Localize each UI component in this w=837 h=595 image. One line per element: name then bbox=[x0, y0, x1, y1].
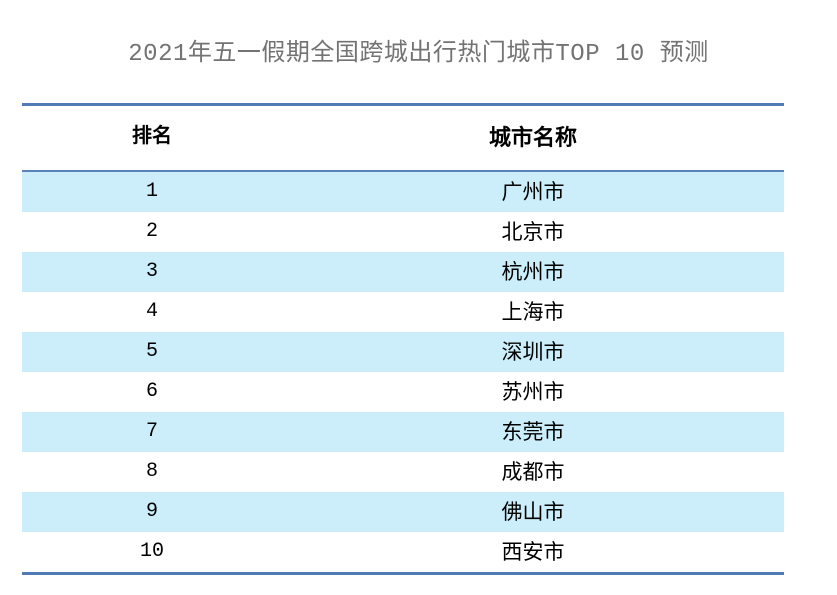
rank-cell: 3 bbox=[145, 260, 158, 283]
table-row: 3 杭州市 bbox=[22, 252, 784, 292]
table-row: 5 深圳市 bbox=[22, 332, 784, 372]
page-title: 2021年五一假期全国跨城出行热门城市TOP 10 预测 bbox=[128, 41, 709, 68]
rank-cell: 5 bbox=[145, 340, 158, 363]
city-cell: 北京市 bbox=[501, 220, 565, 244]
rank-cell: 1 bbox=[145, 180, 158, 203]
table-row: 1 广州市 bbox=[22, 172, 784, 212]
rank-cell: 4 bbox=[145, 300, 158, 323]
city-cell: 广州市 bbox=[501, 180, 565, 204]
top10-cities-table: 排名 城市名称 1 广州市 2 北京市 3 杭州市 4 上海市 5 深圳市 6 … bbox=[22, 103, 784, 575]
rank-cell: 7 bbox=[145, 420, 158, 443]
city-cell: 杭州市 bbox=[501, 260, 565, 284]
table-row: 10 西安市 bbox=[22, 532, 784, 572]
table-row: 8 成都市 bbox=[22, 452, 784, 492]
rank-cell: 8 bbox=[145, 460, 158, 483]
rank-cell: 10 bbox=[139, 540, 164, 563]
rank-cell: 2 bbox=[145, 220, 158, 243]
city-cell: 西安市 bbox=[501, 540, 565, 564]
table-row: 6 苏州市 bbox=[22, 372, 784, 412]
city-cell: 苏州市 bbox=[501, 380, 565, 404]
city-cell: 深圳市 bbox=[501, 340, 565, 364]
city-cell: 上海市 bbox=[501, 300, 565, 324]
table-header-row: 排名 城市名称 bbox=[22, 106, 784, 172]
city-cell: 佛山市 bbox=[501, 500, 565, 524]
header-cell-rank: 排名 bbox=[132, 126, 172, 149]
table-row: 7 东莞市 bbox=[22, 412, 784, 452]
city-cell: 东莞市 bbox=[501, 420, 565, 444]
rank-cell: 9 bbox=[145, 500, 158, 523]
header-cell-city-name: 城市名称 bbox=[488, 125, 577, 150]
table-row: 2 北京市 bbox=[22, 212, 784, 252]
table-row: 4 上海市 bbox=[22, 292, 784, 332]
city-cell: 成都市 bbox=[501, 460, 565, 484]
rank-cell: 6 bbox=[145, 380, 158, 403]
table-row: 9 佛山市 bbox=[22, 492, 784, 532]
